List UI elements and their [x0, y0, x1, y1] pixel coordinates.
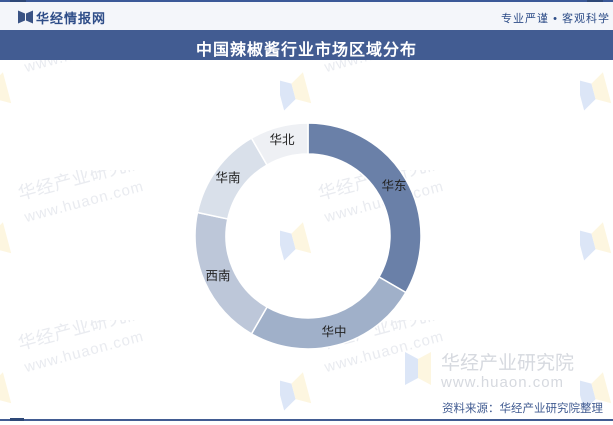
svg-text:西南: 西南: [205, 268, 230, 283]
svg-text:华北: 华北: [269, 132, 295, 147]
svg-text:华东: 华东: [381, 178, 406, 193]
svg-text:华南: 华南: [215, 170, 240, 185]
svg-text:华中: 华中: [321, 324, 346, 339]
